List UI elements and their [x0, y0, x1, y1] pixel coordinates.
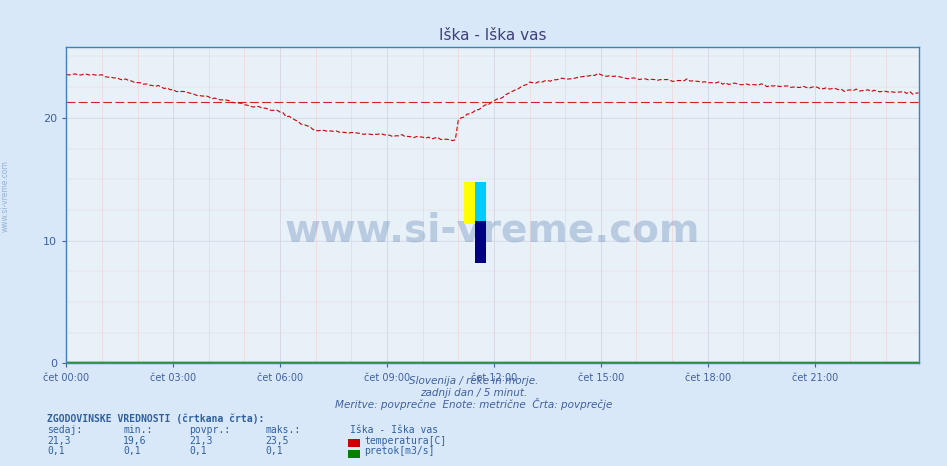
Text: povpr.:: povpr.: — [189, 425, 230, 435]
Text: 0,1: 0,1 — [265, 446, 283, 456]
Text: min.:: min.: — [123, 425, 152, 435]
Text: 23,5: 23,5 — [265, 436, 289, 445]
Text: ZGODOVINSKE VREDNOSTI (črtkana črta):: ZGODOVINSKE VREDNOSTI (črtkana črta): — [47, 413, 265, 424]
Text: Iška - Iška vas: Iška - Iška vas — [350, 425, 438, 435]
Text: Meritve: povprečne  Enote: metrične  Črta: povprečje: Meritve: povprečne Enote: metrične Črta:… — [335, 398, 612, 410]
Text: 0,1: 0,1 — [123, 446, 141, 456]
Text: 0,1: 0,1 — [47, 446, 65, 456]
Text: temperatura[C]: temperatura[C] — [365, 436, 447, 445]
Text: pretok[m3/s]: pretok[m3/s] — [365, 446, 435, 456]
Text: sedaj:: sedaj: — [47, 425, 82, 435]
Text: www.si-vreme.com: www.si-vreme.com — [0, 160, 9, 232]
Text: zadnji dan / 5 minut.: zadnji dan / 5 minut. — [420, 388, 527, 398]
Text: 19,6: 19,6 — [123, 436, 147, 445]
Text: Slovenija / reke in morje.: Slovenija / reke in morje. — [409, 377, 538, 386]
Text: 21,3: 21,3 — [47, 436, 71, 445]
Text: www.si-vreme.com: www.si-vreme.com — [285, 212, 700, 249]
Text: 21,3: 21,3 — [189, 436, 213, 445]
Title: Iška - Iška vas: Iška - Iška vas — [438, 27, 546, 43]
Text: maks.:: maks.: — [265, 425, 300, 435]
Text: 0,1: 0,1 — [189, 446, 207, 456]
